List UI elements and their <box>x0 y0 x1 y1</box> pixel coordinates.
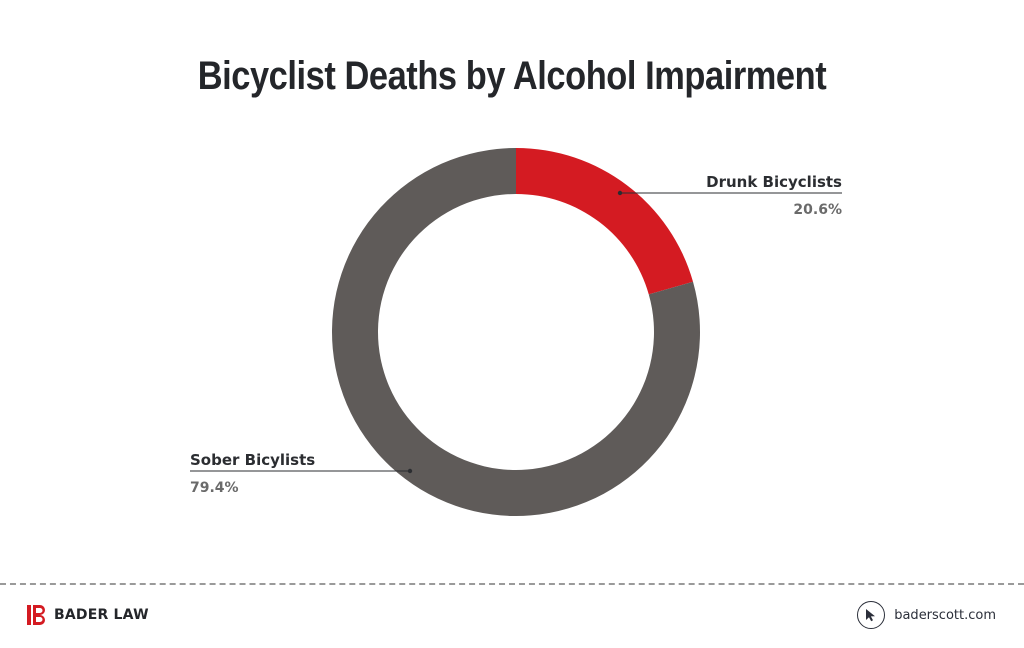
website-link[interactable]: baderscott.com <box>894 607 996 623</box>
brand-block: BADER LAW <box>26 603 149 627</box>
slice-label-drunk-bicyclists: Drunk Bicyclists <box>706 173 842 191</box>
bader-law-logo-icon <box>27 605 45 625</box>
slice-value-sober-bicylists: 79.4% <box>190 480 239 496</box>
leader-dot-sober-bicylists <box>407 468 413 474</box>
donut-slice-drunk-bicyclists <box>516 148 694 295</box>
slice-value-drunk-bicyclists: 20.6% <box>793 202 842 218</box>
brand-name: BADER LAW <box>54 607 149 623</box>
footer-divider <box>0 583 1024 585</box>
chart-title: Bicyclist Deaths by Alcohol Impairment <box>197 54 827 98</box>
leader-dot-drunk-bicyclists <box>617 190 623 196</box>
donut-chart: Drunk Bicyclists 20.6% Sober Bicylists 79.4… <box>190 148 842 516</box>
slice-label-sober-bicylists: Sober Bicylists <box>190 451 315 469</box>
website-block[interactable]: baderscott.com <box>857 599 996 631</box>
cursor-pointer-icon <box>857 601 886 629</box>
